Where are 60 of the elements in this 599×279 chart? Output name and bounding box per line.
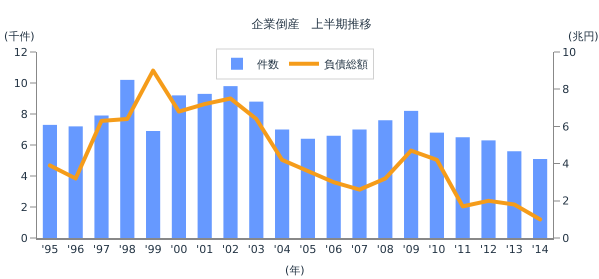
bar xyxy=(198,94,212,238)
bar xyxy=(378,120,392,238)
y-tick-label: 10 xyxy=(14,76,28,90)
bar xyxy=(275,130,290,238)
x-tick-label: '04 xyxy=(274,243,291,256)
bar xyxy=(249,102,264,238)
y-axis-title: (千件) xyxy=(4,30,35,43)
x-tick-label: '00 xyxy=(170,243,188,256)
bar xyxy=(352,130,367,238)
y-tick-label: 0 xyxy=(20,232,28,245)
chart-title: 企業倒産 上半期推移 xyxy=(251,16,372,31)
x-tick-label: '11 xyxy=(454,243,472,256)
bar xyxy=(120,80,134,238)
x-tick-label: '07 xyxy=(350,243,368,256)
x-tick-label: '02 xyxy=(222,243,240,256)
x-tick-label: '12 xyxy=(480,243,498,256)
bar xyxy=(223,86,238,238)
legend-label: 件数 xyxy=(257,58,279,72)
x-tick-label: '10 xyxy=(428,243,446,256)
x-axis-title: (年) xyxy=(285,264,305,277)
bar xyxy=(300,138,315,238)
bar xyxy=(507,151,522,238)
y2-tick-label: 2 xyxy=(562,194,570,208)
x-tick-label: '99 xyxy=(144,243,162,256)
x-tick-label: '95 xyxy=(41,243,58,256)
x-tick-label: '08 xyxy=(376,243,394,256)
bar xyxy=(42,124,57,238)
legend-label: 負債総額 xyxy=(324,58,368,72)
y2-tick-label: 0 xyxy=(562,232,570,245)
bar xyxy=(68,126,83,238)
bar xyxy=(533,158,548,238)
y-tick-label: 2 xyxy=(20,200,28,214)
x-tick-label: '06 xyxy=(325,243,342,256)
y2-tick-label: 4 xyxy=(562,157,570,170)
y-tick-label: 12 xyxy=(14,46,28,59)
bar xyxy=(430,132,444,238)
x-tick-label: '97 xyxy=(92,243,110,256)
line-series xyxy=(48,68,542,222)
bar xyxy=(94,116,109,238)
y2-tick-label: 10 xyxy=(562,46,576,59)
x-tick-label: '96 xyxy=(67,243,84,256)
x-tick-label: '98 xyxy=(118,243,136,256)
x-tick-label: '13 xyxy=(506,243,523,256)
bar xyxy=(146,131,160,238)
x-tick-label: '03 xyxy=(248,243,265,256)
bar xyxy=(172,95,186,238)
y2-tick-label: 8 xyxy=(562,83,570,96)
x-tick-label: '14 xyxy=(532,243,549,256)
x-tick-label: '09 xyxy=(402,243,420,256)
bar xyxy=(404,110,418,238)
bar xyxy=(326,136,341,238)
bar xyxy=(456,137,470,238)
x-tick-label: '05 xyxy=(299,243,316,256)
y2-axis-title: (兆円) xyxy=(568,30,599,43)
y-tick-label: 6 xyxy=(20,138,28,152)
y-tick-label: 8 xyxy=(20,108,28,121)
y2-tick-label: 6 xyxy=(562,120,570,134)
y-tick-label: 4 xyxy=(20,170,28,183)
x-tick-label: '01 xyxy=(196,243,214,256)
bar xyxy=(481,140,496,238)
